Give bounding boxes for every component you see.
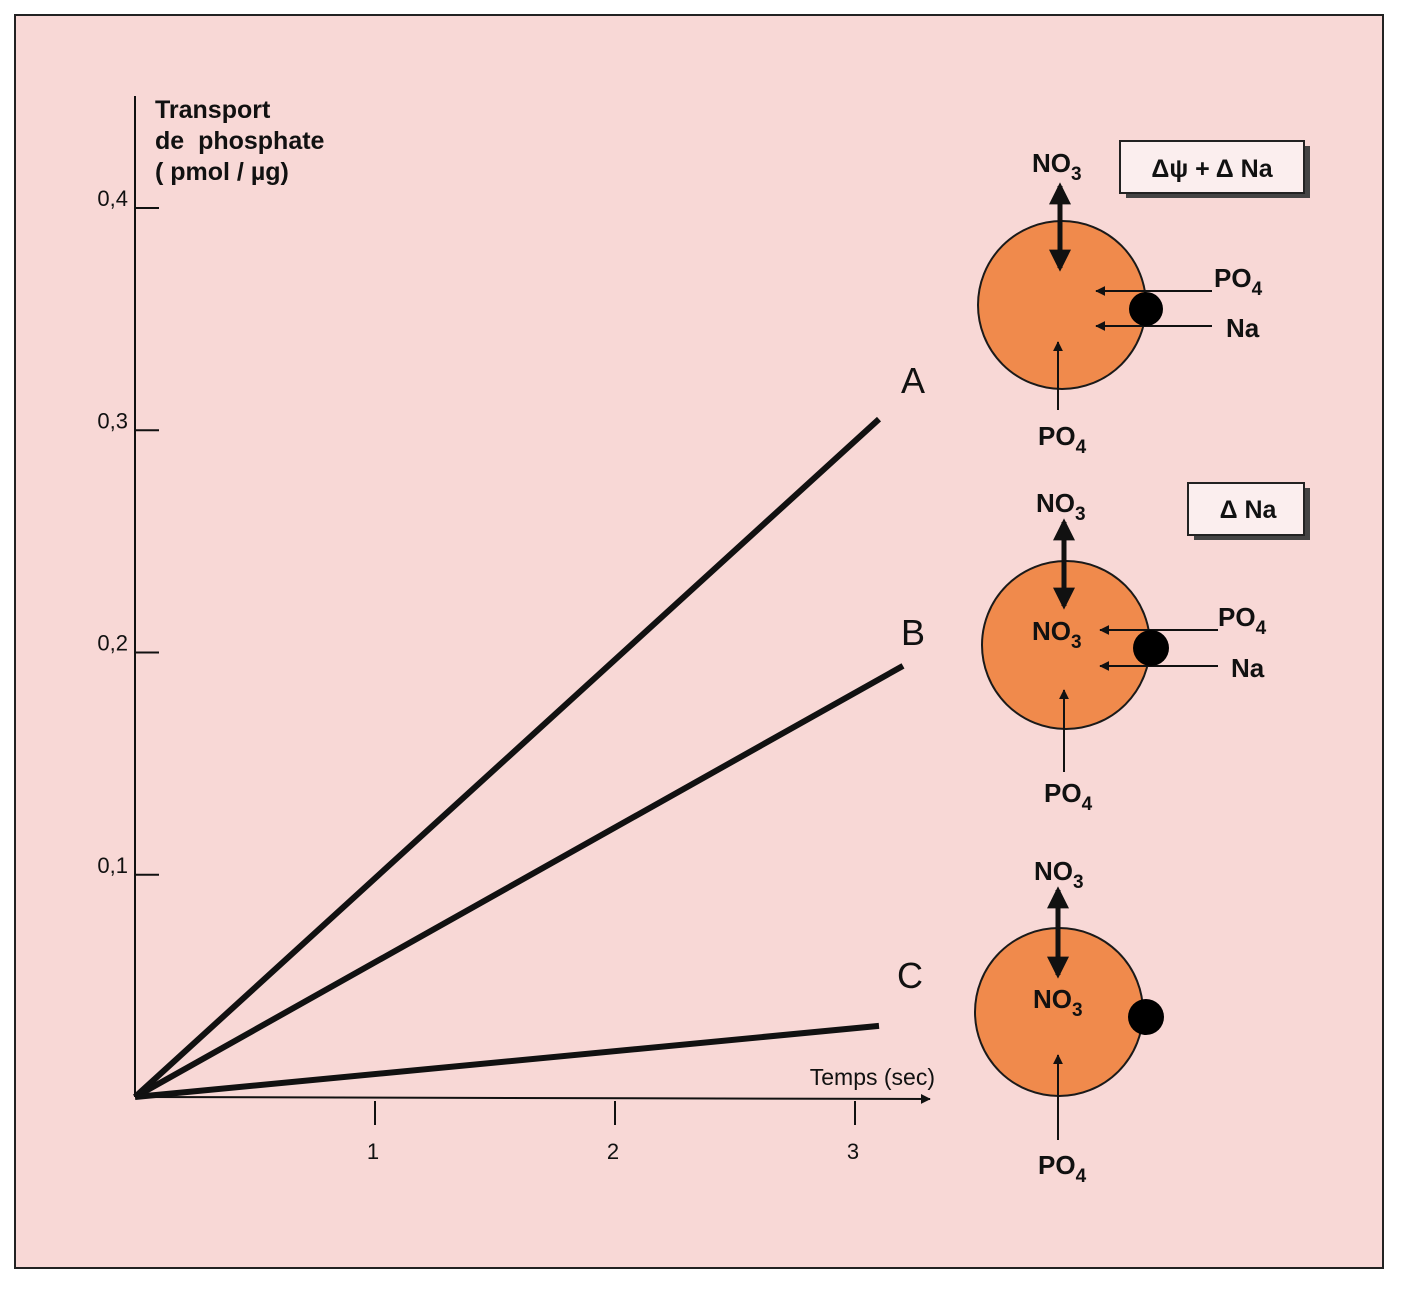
- bottom-ion-a: PO4: [1038, 421, 1087, 458]
- x-ticks: 1 2 3: [367, 1101, 859, 1164]
- bottom-ion-c: PO4: [1038, 1150, 1087, 1187]
- cell-diagram-c: NO3 NO3 PO4: [974, 856, 1164, 1187]
- series-label-c: C: [897, 955, 923, 996]
- side-ion-2-b: Na: [1231, 653, 1265, 683]
- y-tick-label: 0,4: [97, 186, 128, 211]
- series-line-c: [134, 1022, 880, 1100]
- x-tick-label: 1: [367, 1139, 379, 1164]
- y-tick-label: 0,3: [97, 408, 128, 433]
- condition-label-b: Δ Na: [1220, 496, 1278, 524]
- side-ion-2-a: Na: [1226, 313, 1260, 343]
- condition-label-a: Δψ + Δ Na: [1151, 155, 1273, 183]
- cell-diagram-b: Δ Na NO3 NO3 PO4 Na PO4: [981, 482, 1310, 815]
- bottom-ion-b: PO4: [1044, 778, 1093, 815]
- y-tick-label: 0,1: [97, 853, 128, 878]
- x-tick-label: 3: [847, 1139, 859, 1164]
- inside-ion-c: NO3: [1033, 984, 1083, 1021]
- y-axis-label-line-2: de phosphate: [155, 127, 325, 155]
- series-label-b: B: [901, 612, 925, 653]
- transporter-a: [1129, 292, 1163, 326]
- y-axis-label-line-1: Transport: [155, 96, 271, 124]
- series-line-b: [133, 663, 905, 1100]
- top-ion-b: NO3: [1036, 488, 1086, 525]
- series-label-a: A: [901, 360, 925, 401]
- series-line-a: [132, 416, 882, 1100]
- y-axis-label-line-3: ( pmol / µg): [155, 158, 289, 186]
- condition-box-b: [1187, 482, 1305, 536]
- x-tick-label: 2: [607, 1139, 619, 1164]
- cell-diagram-a: Δψ + Δ Na NO3 PO4 Na PO4: [977, 140, 1310, 458]
- inside-ion-b: NO3: [1032, 616, 1082, 653]
- top-ion-a: NO3: [1032, 148, 1082, 185]
- x-axis: [134, 1093, 931, 1104]
- x-axis-label: Temps (sec): [810, 1064, 935, 1090]
- y-tick-label: 0,2: [97, 631, 128, 656]
- y-ticks: 0,1 0,2 0,3 0,4: [97, 186, 159, 878]
- condition-box-a: [1119, 140, 1305, 194]
- top-ion-c: NO3: [1034, 856, 1084, 893]
- side-ion-1-b: PO4: [1218, 602, 1267, 639]
- transporter-c: [1128, 999, 1164, 1035]
- series-lines: [132, 416, 905, 1100]
- side-ion-1-a: PO4: [1214, 263, 1263, 300]
- transporter-b: [1133, 630, 1169, 666]
